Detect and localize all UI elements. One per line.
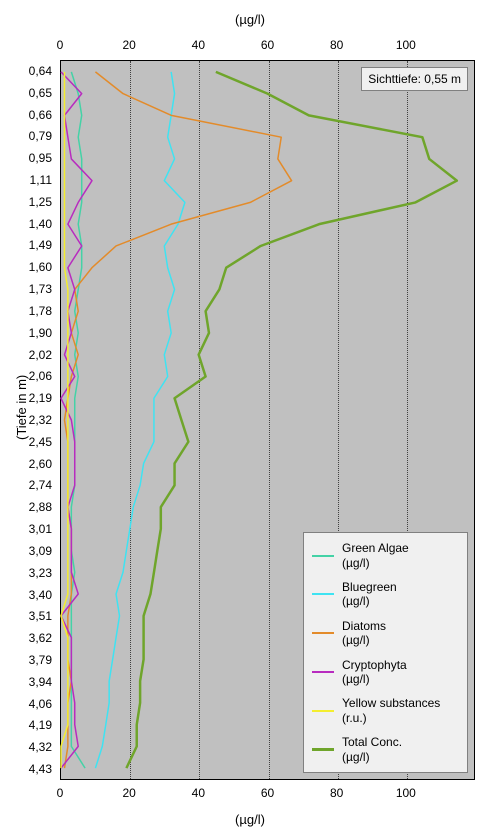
legend-swatch — [312, 671, 334, 673]
y-tick: 1,73 — [22, 282, 52, 296]
x-axis-label-top: (µg/l) — [0, 12, 500, 27]
legend-item: Cryptophyta(µg/l) — [312, 658, 459, 687]
y-tick: 2,45 — [22, 435, 52, 449]
y-tick: 0,66 — [22, 108, 52, 122]
legend-label: Bluegreen(µg/l) — [342, 580, 397, 609]
legend-item: Diatoms(µg/l) — [312, 619, 459, 648]
x-tick: 20 — [122, 38, 135, 52]
y-tick: 3,01 — [22, 522, 52, 536]
y-tick: 4,43 — [22, 762, 52, 776]
y-tick: 1,25 — [22, 195, 52, 209]
y-tick: 3,09 — [22, 544, 52, 558]
y-tick: 1,90 — [22, 326, 52, 340]
legend-label: Cryptophyta(µg/l) — [342, 658, 407, 687]
x-tick: 100 — [396, 786, 416, 800]
x-tick: 0 — [57, 786, 64, 800]
series-cryptophyta — [61, 72, 92, 768]
legend-label: Diatoms(µg/l) — [342, 619, 386, 648]
series-green-algae — [71, 72, 85, 768]
series-diatoms — [64, 72, 291, 768]
series-bluegreen — [95, 72, 184, 768]
x-tick: 80 — [330, 38, 343, 52]
legend-swatch — [312, 555, 334, 557]
y-tick: 3,51 — [22, 609, 52, 623]
y-tick: 1,78 — [22, 304, 52, 318]
y-tick: 3,40 — [22, 588, 52, 602]
x-tick: 60 — [261, 786, 274, 800]
plot-area: Sichttiefe: 0,55 m Green Algae(µg/l) Blue… — [60, 60, 475, 780]
y-tick: 0,79 — [22, 129, 52, 143]
legend: Green Algae(µg/l) Bluegreen(µg/l) Diatoms(… — [303, 532, 468, 773]
y-tick: 2,88 — [22, 500, 52, 514]
x-tick: 40 — [192, 786, 205, 800]
y-tick: 1,40 — [22, 217, 52, 231]
legend-swatch — [312, 710, 334, 712]
y-tick: 2,02 — [22, 348, 52, 362]
y-tick: 0,65 — [22, 86, 52, 100]
legend-label: Green Algae(µg/l) — [342, 541, 409, 570]
legend-item: Green Algae(µg/l) — [312, 541, 459, 570]
y-tick: 3,94 — [22, 675, 52, 689]
sichttiefe-annotation: Sichttiefe: 0,55 m — [361, 67, 468, 91]
depth-profile-chart: (µg/l) (µg/l) (Tiefe in m) 020406080100 … — [0, 0, 500, 840]
legend-item: Total Conc.(µg/l) — [312, 735, 459, 764]
y-tick: 2,74 — [22, 478, 52, 492]
y-tick: 1,60 — [22, 260, 52, 274]
legend-item: Bluegreen(µg/l) — [312, 580, 459, 609]
y-tick: 4,19 — [22, 718, 52, 732]
y-tick: 1,11 — [22, 173, 52, 187]
y-tick: 3,23 — [22, 566, 52, 580]
legend-swatch — [312, 593, 334, 595]
y-tick: 3,62 — [22, 631, 52, 645]
y-axis-label: (Tiefe in m) — [14, 375, 29, 440]
y-tick: 2,06 — [22, 369, 52, 383]
y-tick: 4,32 — [22, 740, 52, 754]
legend-label: Yellow substances(r.u.) — [342, 696, 440, 725]
x-tick: 60 — [261, 38, 274, 52]
y-tick: 2,19 — [22, 391, 52, 405]
legend-item: Yellow substances(r.u.) — [312, 696, 459, 725]
x-tick: 100 — [396, 38, 416, 52]
x-tick: 20 — [122, 786, 135, 800]
legend-label: Total Conc.(µg/l) — [342, 735, 402, 764]
y-tick: 1,49 — [22, 238, 52, 252]
legend-swatch — [312, 748, 334, 751]
x-tick: 40 — [192, 38, 205, 52]
y-tick: 2,60 — [22, 457, 52, 471]
y-tick: 4,06 — [22, 697, 52, 711]
x-tick: 0 — [57, 38, 64, 52]
x-tick: 80 — [330, 786, 343, 800]
y-tick: 2,32 — [22, 413, 52, 427]
y-tick: 3,79 — [22, 653, 52, 667]
y-tick: 0,64 — [22, 64, 52, 78]
legend-swatch — [312, 632, 334, 634]
y-tick: 0,95 — [22, 151, 52, 165]
x-axis-label-bottom: (µg/l) — [0, 812, 500, 827]
